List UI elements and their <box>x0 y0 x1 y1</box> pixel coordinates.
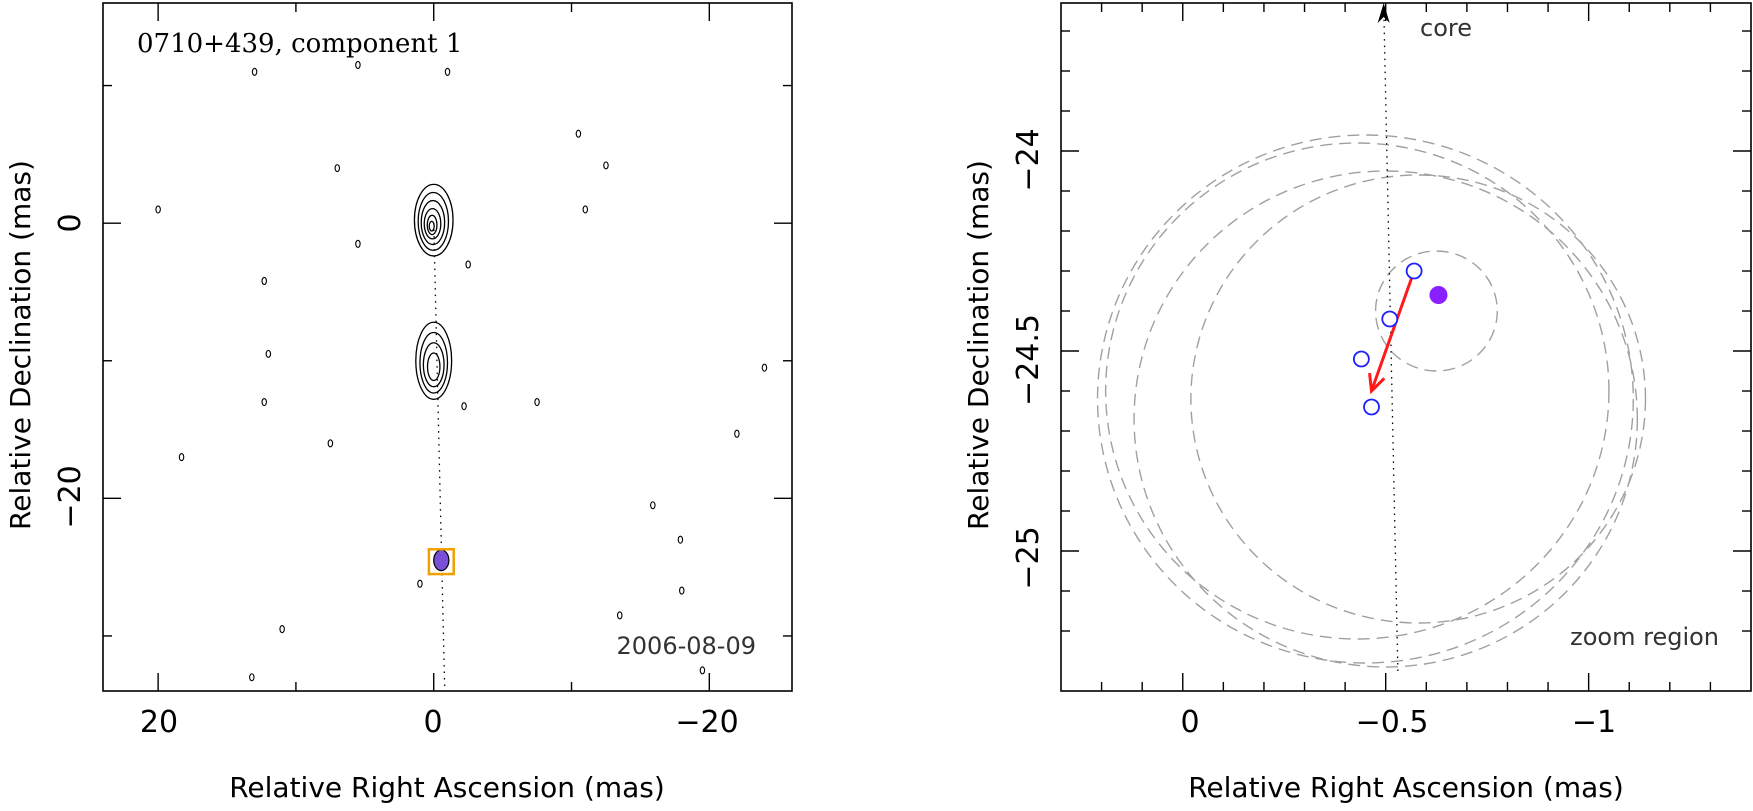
jet-knot-contour <box>419 331 449 394</box>
noise-contour <box>465 260 471 269</box>
noise-contour <box>417 579 423 588</box>
core-contour <box>420 199 446 246</box>
noise-contour <box>355 239 361 248</box>
right-ytick-label-minus25: −25 <box>1011 526 1046 589</box>
noise-contour <box>679 586 685 595</box>
left-epoch-label: 2006-08-09 <box>617 632 756 660</box>
left-x-axis-label: Relative Right Ascension (mas) <box>229 771 665 804</box>
right-ytick-label-minus24: −24 <box>1011 128 1046 191</box>
left-plot-title: 0710+439, component 1 <box>137 29 462 59</box>
jet-knot-contour <box>415 321 453 400</box>
right-plot-frame <box>1060 2 1752 692</box>
noise-contour <box>261 276 267 286</box>
jet-knot-contour <box>422 342 445 388</box>
noise-contour <box>603 161 609 170</box>
noise-contour <box>650 501 656 510</box>
jet-knot-contour <box>426 352 441 382</box>
reference-point-filled <box>1429 286 1448 304</box>
core-contour <box>417 191 450 251</box>
left-plot-frame <box>102 2 793 692</box>
uncertainty-circle-1 <box>1190 174 1647 624</box>
noise-contour <box>534 397 540 407</box>
component-1-blob <box>433 549 450 572</box>
zoom-plot-marks <box>1096 2 1647 672</box>
right-xtick-label-minus0.5: −0.5 <box>1356 705 1429 740</box>
right-ytick-label-minus24.5: −24.5 <box>1011 314 1046 406</box>
core-direction-line <box>1383 2 1399 672</box>
right-y-axis-label: Relative Declination (mas) <box>962 160 995 530</box>
noise-contour <box>461 402 467 411</box>
noise-contour <box>155 205 161 214</box>
noise-contour <box>279 625 285 634</box>
core-contour <box>428 220 435 232</box>
right-panel: core zoom region 0 −0.5 −1 −24 −24.5 −25… <box>962 2 1752 804</box>
noise-contour <box>265 349 272 358</box>
motion-vector-arrowhead <box>1368 372 1386 395</box>
noise-contour <box>251 67 258 76</box>
right-xtick-label-0: 0 <box>1180 705 1199 740</box>
left-xtick-label-20: 20 <box>140 705 178 740</box>
left-axis-ticks <box>103 3 792 691</box>
uncertainty-circle-2 <box>1133 170 1639 668</box>
core-contour <box>423 207 442 240</box>
noise-contour <box>575 129 582 138</box>
jet-axis-line <box>433 223 446 692</box>
zoom-region-box <box>427 548 455 576</box>
noise-contour <box>355 60 361 69</box>
noise-contour <box>249 673 255 682</box>
core-contour <box>413 183 454 257</box>
left-y-axis-label: Relative Declination (mas) <box>4 160 37 530</box>
contour-map <box>155 60 768 692</box>
noise-contour <box>334 164 341 173</box>
uncertainty-circle-4 <box>1096 134 1634 664</box>
left-xtick-label-0: 0 <box>423 705 442 740</box>
noise-contour <box>444 67 451 76</box>
noise-contour <box>261 397 267 407</box>
left-xtick-label-minus20: −20 <box>675 705 738 740</box>
position-point-1 <box>1381 310 1399 328</box>
core-label: core <box>1420 14 1472 42</box>
noise-contour <box>178 453 185 462</box>
zoom-region-label: zoom region <box>1570 623 1719 651</box>
position-point-2 <box>1352 350 1370 368</box>
noise-contour <box>734 429 740 438</box>
core-contour <box>426 214 438 236</box>
left-ytick-label-0: 0 <box>53 213 88 232</box>
right-x-axis-label: Relative Right Ascension (mas) <box>1188 771 1624 804</box>
noise-contour <box>616 611 623 620</box>
noise-contour <box>677 535 684 544</box>
position-point-3 <box>1363 398 1380 416</box>
core-direction-arrowhead <box>1377 3 1390 23</box>
noise-contour <box>699 666 706 675</box>
right-xtick-label-minus1: −1 <box>1572 705 1616 740</box>
motion-vector-line <box>1370 270 1416 392</box>
position-point-0 <box>1405 262 1423 280</box>
uncertainty-circle-3 <box>1104 142 1610 640</box>
noise-contour <box>761 363 768 372</box>
uncertainty-circle-0 <box>1374 250 1499 372</box>
right-axis-ticks <box>1061 3 1751 691</box>
noise-contour <box>582 205 589 214</box>
left-panel: 0710+439, component 1 2006-08-09 20 0 −2… <box>4 2 793 804</box>
left-ytick-label-minus20: −20 <box>53 465 88 528</box>
noise-contour <box>327 439 334 448</box>
